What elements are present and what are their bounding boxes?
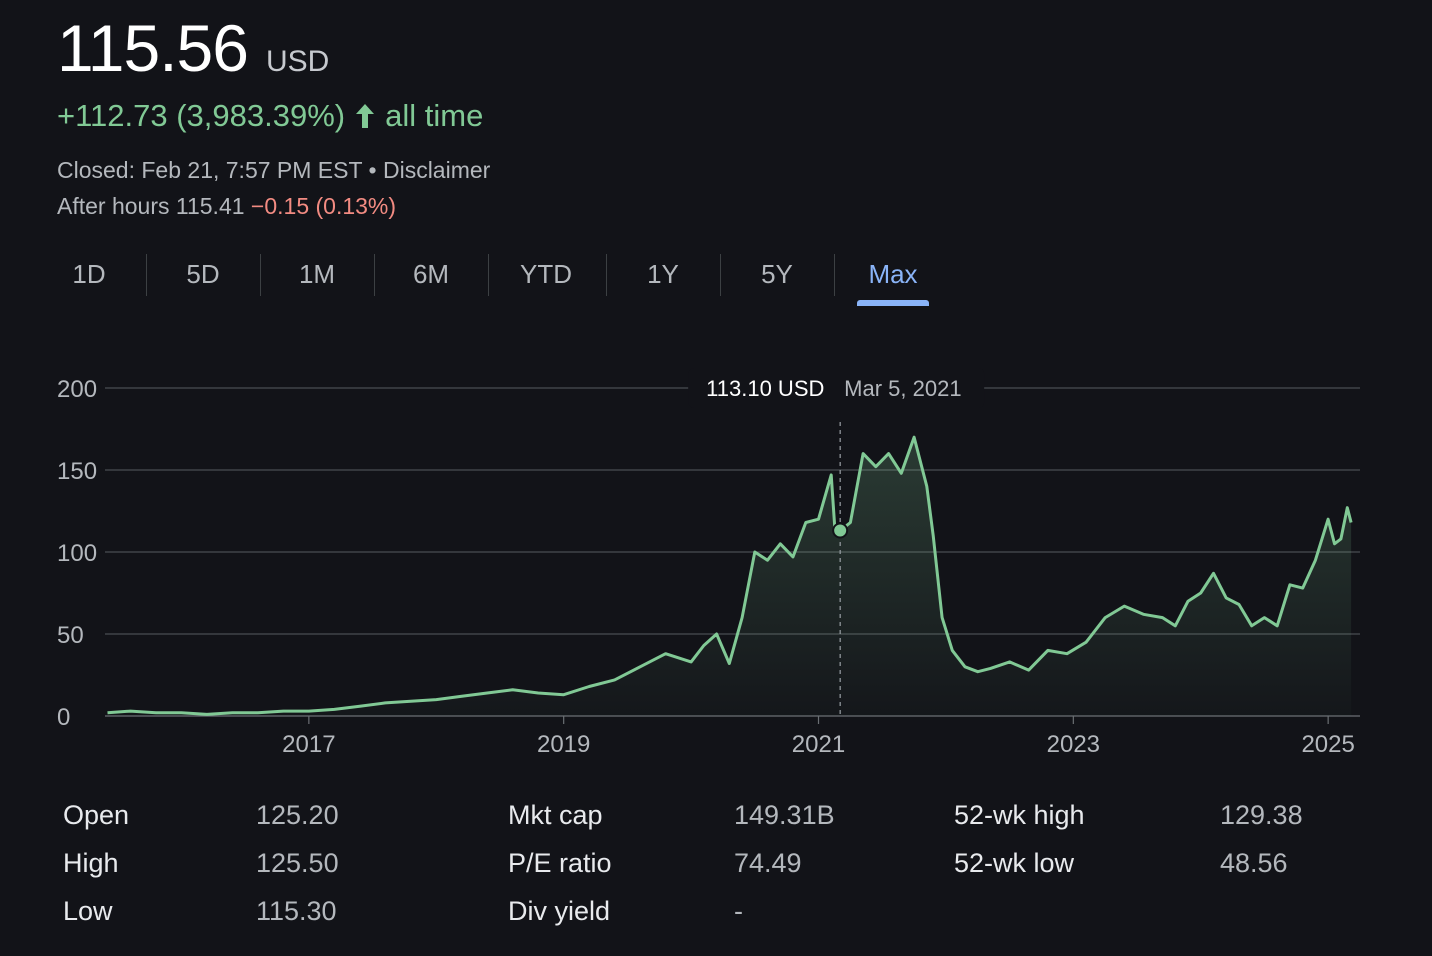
stat-value-pe-ratio: 74.49 [734, 848, 802, 878]
range-tabs: 1D 5D 1M 6M YTD 1Y 5Y Max [0, 250, 1000, 310]
current-price: 115.56 [57, 11, 249, 85]
x-tick-label: 2021 [792, 731, 845, 758]
separator-dot: • [368, 157, 377, 183]
all-time-change: +112.73 (3,983.39%) all time [57, 98, 483, 134]
y-tick-label: 150 [57, 458, 97, 485]
y-tick-label: 0 [57, 704, 70, 731]
tab-5d[interactable]: 5D [186, 258, 220, 289]
stat-label-52wk-low: 52-wk low [954, 848, 1075, 878]
stat-label-pe-ratio: P/E ratio [508, 848, 612, 878]
x-tick-label: 2023 [1047, 731, 1100, 758]
stat-value-open: 125.20 [256, 800, 339, 830]
x-tick-label: 2017 [282, 731, 335, 758]
tab-divider [606, 254, 607, 296]
tab-5y[interactable]: 5Y [761, 258, 793, 289]
stat-value-low: 115.30 [256, 896, 337, 926]
stat-label-open: Open [63, 800, 130, 830]
x-tick-label: 2025 [1301, 731, 1354, 758]
stat-label-low: Low [63, 896, 113, 926]
tab-divider [374, 254, 375, 296]
arrow-up-icon [353, 102, 377, 130]
tab-divider [834, 254, 835, 296]
tab-divider [488, 254, 489, 296]
hover-point [832, 522, 849, 539]
price-chart[interactable]: 0 50 100 150 200 2017 2019 2021 2023 2025 113.10 U… [0, 330, 1432, 770]
tab-max[interactable]: Max [857, 250, 929, 306]
stat-value-52wk-low: 48.56 [1220, 848, 1288, 878]
currency-label: USD [265, 45, 330, 78]
stat-value-high: 125.50 [256, 848, 339, 878]
price-header: 115.56 USD [57, 10, 329, 86]
y-tick-label: 50 [57, 622, 84, 649]
series-line [107, 435, 1353, 716]
tab-6m[interactable]: 6M [412, 258, 450, 289]
tooltip-box [688, 368, 985, 408]
tab-divider [146, 254, 147, 296]
y-tick-label: 200 [57, 376, 97, 403]
tab-1y[interactable]: 1Y [647, 258, 679, 289]
after-hours-label: After hours 115.41 [57, 193, 245, 219]
stat-value-mkt-cap: 149.31B [734, 800, 835, 830]
stat-value-div-yield: - [734, 896, 743, 926]
tooltip-value: 113.10 USD [706, 376, 824, 401]
after-hours-change: −0.15 (0.13%) [250, 193, 397, 219]
change-period: all time [385, 98, 484, 133]
stat-label-div-yield: Div yield [508, 896, 611, 926]
change-value: +112.73 (3,983.39%) [57, 98, 346, 133]
stat-label-mkt-cap: Mkt cap [508, 800, 603, 830]
tab-1d[interactable]: 1D [72, 258, 106, 289]
y-tick-label: 100 [57, 540, 97, 567]
tab-1m[interactable]: 1M [298, 258, 336, 289]
x-tick-label: 2019 [537, 731, 590, 758]
tab-divider [260, 254, 261, 296]
after-hours-info: After hours 115.41 −0.15 (0.13%) [57, 193, 396, 220]
disclaimer-link[interactable]: Disclaimer [382, 157, 491, 183]
tooltip-date: Mar 5, 2021 [844, 376, 961, 401]
series-area [107, 437, 1352, 716]
tab-divider [720, 254, 721, 296]
stat-label-high: High [63, 848, 119, 878]
stat-label-52wk-high: 52-wk high [954, 800, 1085, 830]
closed-text: Closed: Feb 21, 7:57 PM EST [57, 157, 363, 183]
stat-value-52wk-high: 129.38 [1220, 800, 1303, 830]
closed-info: Closed: Feb 21, 7:57 PM EST • Disclaimer [57, 157, 490, 184]
tab-ytd[interactable]: YTD [520, 258, 572, 289]
